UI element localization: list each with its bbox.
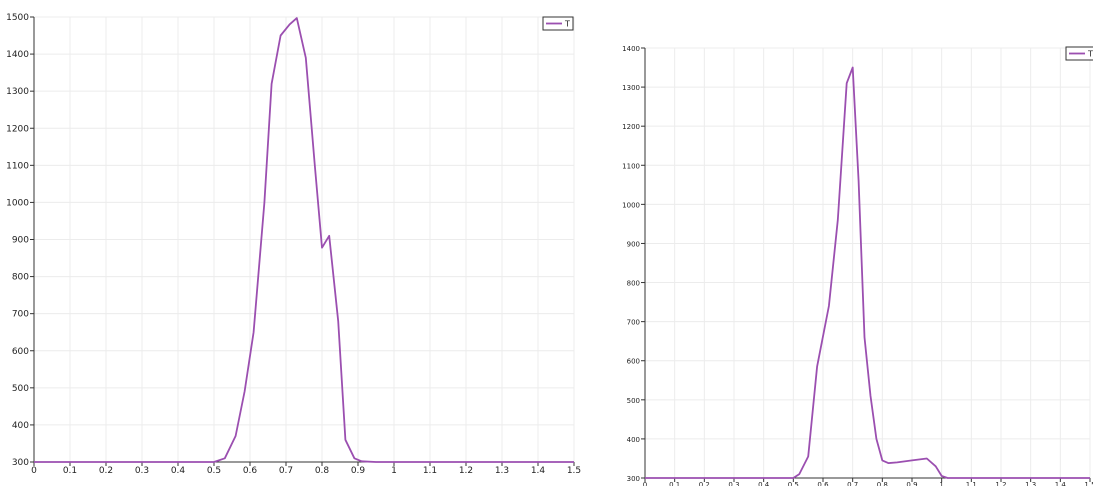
- right-chart-x-tick-label: 1.3: [1025, 481, 1036, 486]
- right-chart-x-tick-label: 0.5: [788, 481, 799, 486]
- left-chart-x-tick-label: 1.2: [459, 466, 473, 476]
- left-chart-y-tick-label: 300: [12, 458, 29, 468]
- right-chart-x-tick-label: 0: [643, 481, 647, 486]
- right-chart-y-tick-label: 1000: [622, 201, 640, 209]
- left-chart-x-tick-label: 0.7: [279, 466, 293, 476]
- right-chart-x-tick-label: 1: [939, 481, 943, 486]
- left-chart-legend: T: [542, 16, 574, 31]
- right-chart-grid: [644, 47, 1091, 479]
- right-chart-x-tick-label: 0.1: [669, 481, 680, 486]
- right-chart: 0 0.1 0.2 0.3 0.4 0.5 0.6 0.7 0.8 0.9 1 1.1 1.2 1.3 1.…: [622, 45, 1093, 486]
- left-chart-x-tick-label: 1.4: [531, 466, 546, 476]
- right-chart-legend: T: [1065, 46, 1093, 61]
- left-chart-y-tick-label: 1200: [6, 124, 29, 134]
- left-chart-legend-label: T: [564, 20, 570, 29]
- left-chart-x-tick-label: 0.4: [171, 466, 186, 476]
- right-chart-x-tick-label: 0.2: [699, 481, 710, 486]
- left-chart-x-tick-label: 0: [31, 466, 37, 476]
- right-chart-y-tick-label: 500: [627, 397, 640, 405]
- right-chart-x-tick-label: 0.3: [728, 481, 739, 486]
- left-chart-y-tick-label: 900: [12, 236, 29, 246]
- left-chart-y-tick-label: 500: [12, 384, 29, 394]
- right-chart-x-tick-label: 0.9: [906, 481, 917, 486]
- left-chart: 0 0.1 0.2 0.3 0.4 0.5 0.6 0.7 0.8 0.9 1 1.1 1.2 1.3 1.…: [6, 13, 581, 476]
- left-chart-y-tick-label: 700: [12, 310, 29, 320]
- right-chart-x-tick-label: 0.8: [877, 481, 888, 486]
- right-chart-y-tick-label: 300: [627, 475, 640, 483]
- left-chart-x-tick-label: 0.9: [351, 466, 366, 476]
- left-chart-x-tick-label: 1: [391, 466, 397, 476]
- left-chart-x-tick-label: 0.5: [207, 466, 221, 476]
- right-chart-x-tick-label: 0.7: [847, 481, 858, 486]
- right-chart-x-tick-label: 0.6: [817, 481, 829, 486]
- right-chart-y-tick-label: 1200: [622, 123, 640, 131]
- left-chart-y-tick-label: 1100: [6, 161, 29, 171]
- right-chart-y-tick-label: 700: [627, 319, 640, 327]
- right-chart-y-tick-label: 900: [627, 240, 640, 248]
- left-chart-y-tick-label: 800: [12, 273, 29, 283]
- left-chart-x-tick-label: 1.5: [567, 466, 581, 476]
- left-chart-x-tick-label: 0.2: [99, 466, 113, 476]
- right-chart-y-tick-label: 400: [627, 436, 640, 444]
- right-chart-x-tick-label: 1.4: [1055, 481, 1067, 486]
- left-chart-y-tick-label: 600: [12, 347, 29, 357]
- right-chart-x-tick-label: 1.1: [966, 481, 977, 486]
- right-chart-y-tick-label: 600: [627, 358, 640, 366]
- right-chart-series-line-T: [645, 66, 1090, 479]
- right-chart-x-tick-label: 0.4: [758, 481, 770, 486]
- right-chart-y-tick-label: 1100: [622, 162, 640, 170]
- left-chart-grid: [33, 16, 575, 463]
- left-chart-x-tick-label: 1.3: [495, 466, 509, 476]
- left-chart-x-tick-label: 1.1: [423, 466, 437, 476]
- left-chart-series-line-T: [34, 17, 574, 463]
- left-chart-x-tick-label: 0.3: [135, 466, 149, 476]
- left-chart-y-tick-label: 1500: [6, 13, 29, 23]
- right-chart-x-tick-label: 1.5: [1084, 481, 1093, 486]
- left-chart-y-tick-label: 400: [12, 421, 29, 431]
- right-chart-y-tick-label: 1400: [622, 45, 640, 53]
- right-chart-x-tick-label: 1.2: [995, 481, 1006, 486]
- left-chart-y-tick-label: 1400: [6, 50, 29, 60]
- left-chart-x-tick-label: 0.6: [243, 466, 258, 476]
- left-chart-x-tick-label: 0.8: [315, 466, 330, 476]
- right-chart-legend-label: T: [1087, 50, 1093, 59]
- left-chart-x-tick-label: 0.1: [63, 466, 77, 476]
- right-chart-y-tick-label: 800: [627, 280, 640, 288]
- left-chart-y-tick-label: 1000: [6, 198, 29, 208]
- left-chart-y-tick-label: 1300: [6, 87, 29, 97]
- right-chart-y-tick-label: 1300: [622, 84, 640, 92]
